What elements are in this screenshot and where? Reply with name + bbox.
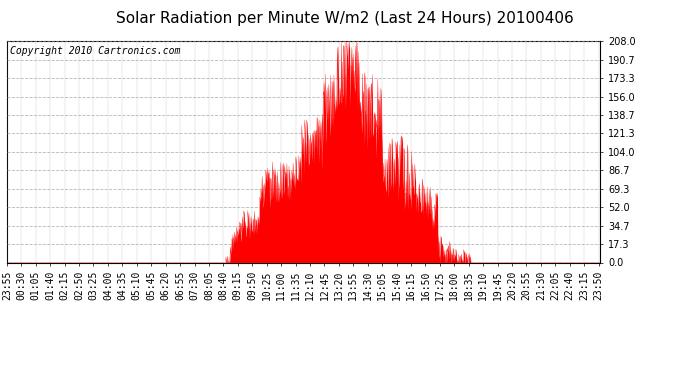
Text: Copyright 2010 Cartronics.com: Copyright 2010 Cartronics.com <box>10 46 180 56</box>
Text: Solar Radiation per Minute W/m2 (Last 24 Hours) 20100406: Solar Radiation per Minute W/m2 (Last 24… <box>116 11 574 26</box>
